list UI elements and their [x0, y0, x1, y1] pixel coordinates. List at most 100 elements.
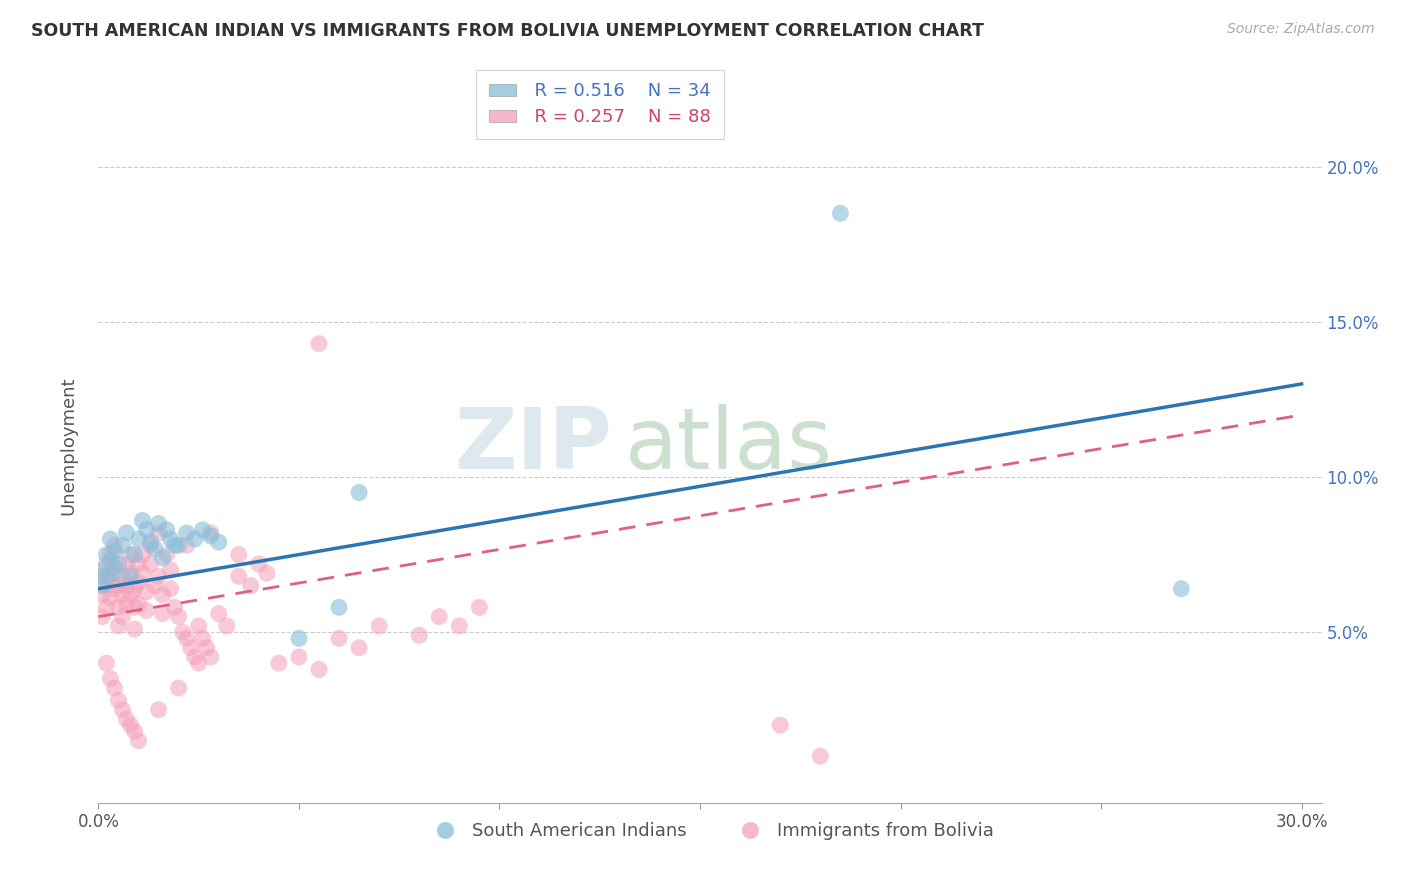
Point [135, 603, 157, 617]
Point [328, 600, 350, 615]
Point [111, 609, 134, 624]
Point [100, 672, 122, 686]
Point [195, 640, 218, 655]
Point [228, 548, 250, 562]
Point [100, 554, 122, 568]
Point [139, 538, 162, 552]
Point [288, 650, 311, 665]
Point [107, 619, 129, 633]
Point [152, 607, 174, 621]
Point [347, 640, 370, 655]
Point [449, 619, 471, 633]
Point [91, 569, 114, 583]
Point [148, 516, 170, 531]
Point [103, 582, 125, 596]
Point [107, 600, 129, 615]
Point [120, 569, 142, 583]
Y-axis label: Unemployment: Unemployment [59, 376, 77, 516]
Point [148, 569, 170, 583]
Point [111, 703, 134, 717]
Point [131, 513, 153, 527]
Point [91, 563, 114, 577]
Point [139, 557, 162, 571]
Point [131, 548, 153, 562]
Point [115, 712, 138, 726]
Point [111, 588, 134, 602]
Point [100, 569, 122, 583]
Point [135, 523, 157, 537]
Point [96, 548, 118, 562]
Point [128, 733, 150, 747]
Point [328, 632, 350, 646]
Point [368, 619, 391, 633]
Point [120, 548, 142, 562]
Point [163, 600, 186, 615]
Point [159, 563, 181, 577]
Point [103, 566, 125, 581]
Point [1170, 582, 1192, 596]
Point [124, 622, 146, 636]
Point [131, 566, 153, 581]
Point [200, 529, 222, 543]
Text: atlas: atlas [624, 404, 832, 488]
Legend: South American Indians, Immigrants from Bolivia: South American Indians, Immigrants from … [419, 815, 1001, 847]
Point [107, 557, 129, 571]
Point [96, 600, 118, 615]
Point [96, 579, 118, 593]
Point [167, 609, 190, 624]
Point [408, 628, 430, 642]
Point [427, 609, 450, 624]
Point [124, 724, 146, 739]
Point [139, 535, 162, 549]
Point [128, 575, 150, 590]
Point [267, 656, 290, 670]
Point [143, 541, 166, 556]
Point [155, 548, 177, 562]
Point [808, 749, 831, 764]
Point [159, 582, 181, 596]
Point [96, 557, 118, 571]
Point [183, 650, 205, 665]
Point [120, 588, 142, 602]
Point [172, 625, 194, 640]
Point [308, 336, 330, 351]
Point [176, 632, 198, 646]
Point [124, 548, 146, 562]
Point [128, 597, 150, 611]
Point [96, 656, 118, 670]
Text: SOUTH AMERICAN INDIAN VS IMMIGRANTS FROM BOLIVIA UNEMPLOYMENT CORRELATION CHART: SOUTH AMERICAN INDIAN VS IMMIGRANTS FROM… [31, 22, 984, 40]
Point [200, 650, 222, 665]
Point [103, 538, 125, 552]
Point [208, 607, 231, 621]
Point [183, 532, 205, 546]
Point [830, 206, 852, 220]
Point [96, 569, 118, 583]
Point [152, 550, 174, 565]
Point [100, 548, 122, 562]
Point [107, 579, 129, 593]
Point [115, 597, 138, 611]
Point [256, 566, 278, 581]
Point [191, 523, 214, 537]
Point [143, 579, 166, 593]
Point [148, 525, 170, 540]
Point [288, 632, 311, 646]
Point [247, 557, 270, 571]
Point [176, 525, 198, 540]
Point [107, 693, 129, 707]
Point [120, 566, 142, 581]
Point [180, 640, 202, 655]
Point [103, 681, 125, 695]
Point [111, 538, 134, 552]
Point [111, 569, 134, 583]
Point [148, 703, 170, 717]
Point [155, 523, 177, 537]
Point [159, 532, 181, 546]
Point [91, 588, 114, 602]
Point [167, 681, 190, 695]
Point [128, 532, 150, 546]
Point [187, 656, 209, 670]
Point [103, 560, 125, 574]
Text: ZIP: ZIP [454, 404, 612, 488]
Point [167, 538, 190, 552]
